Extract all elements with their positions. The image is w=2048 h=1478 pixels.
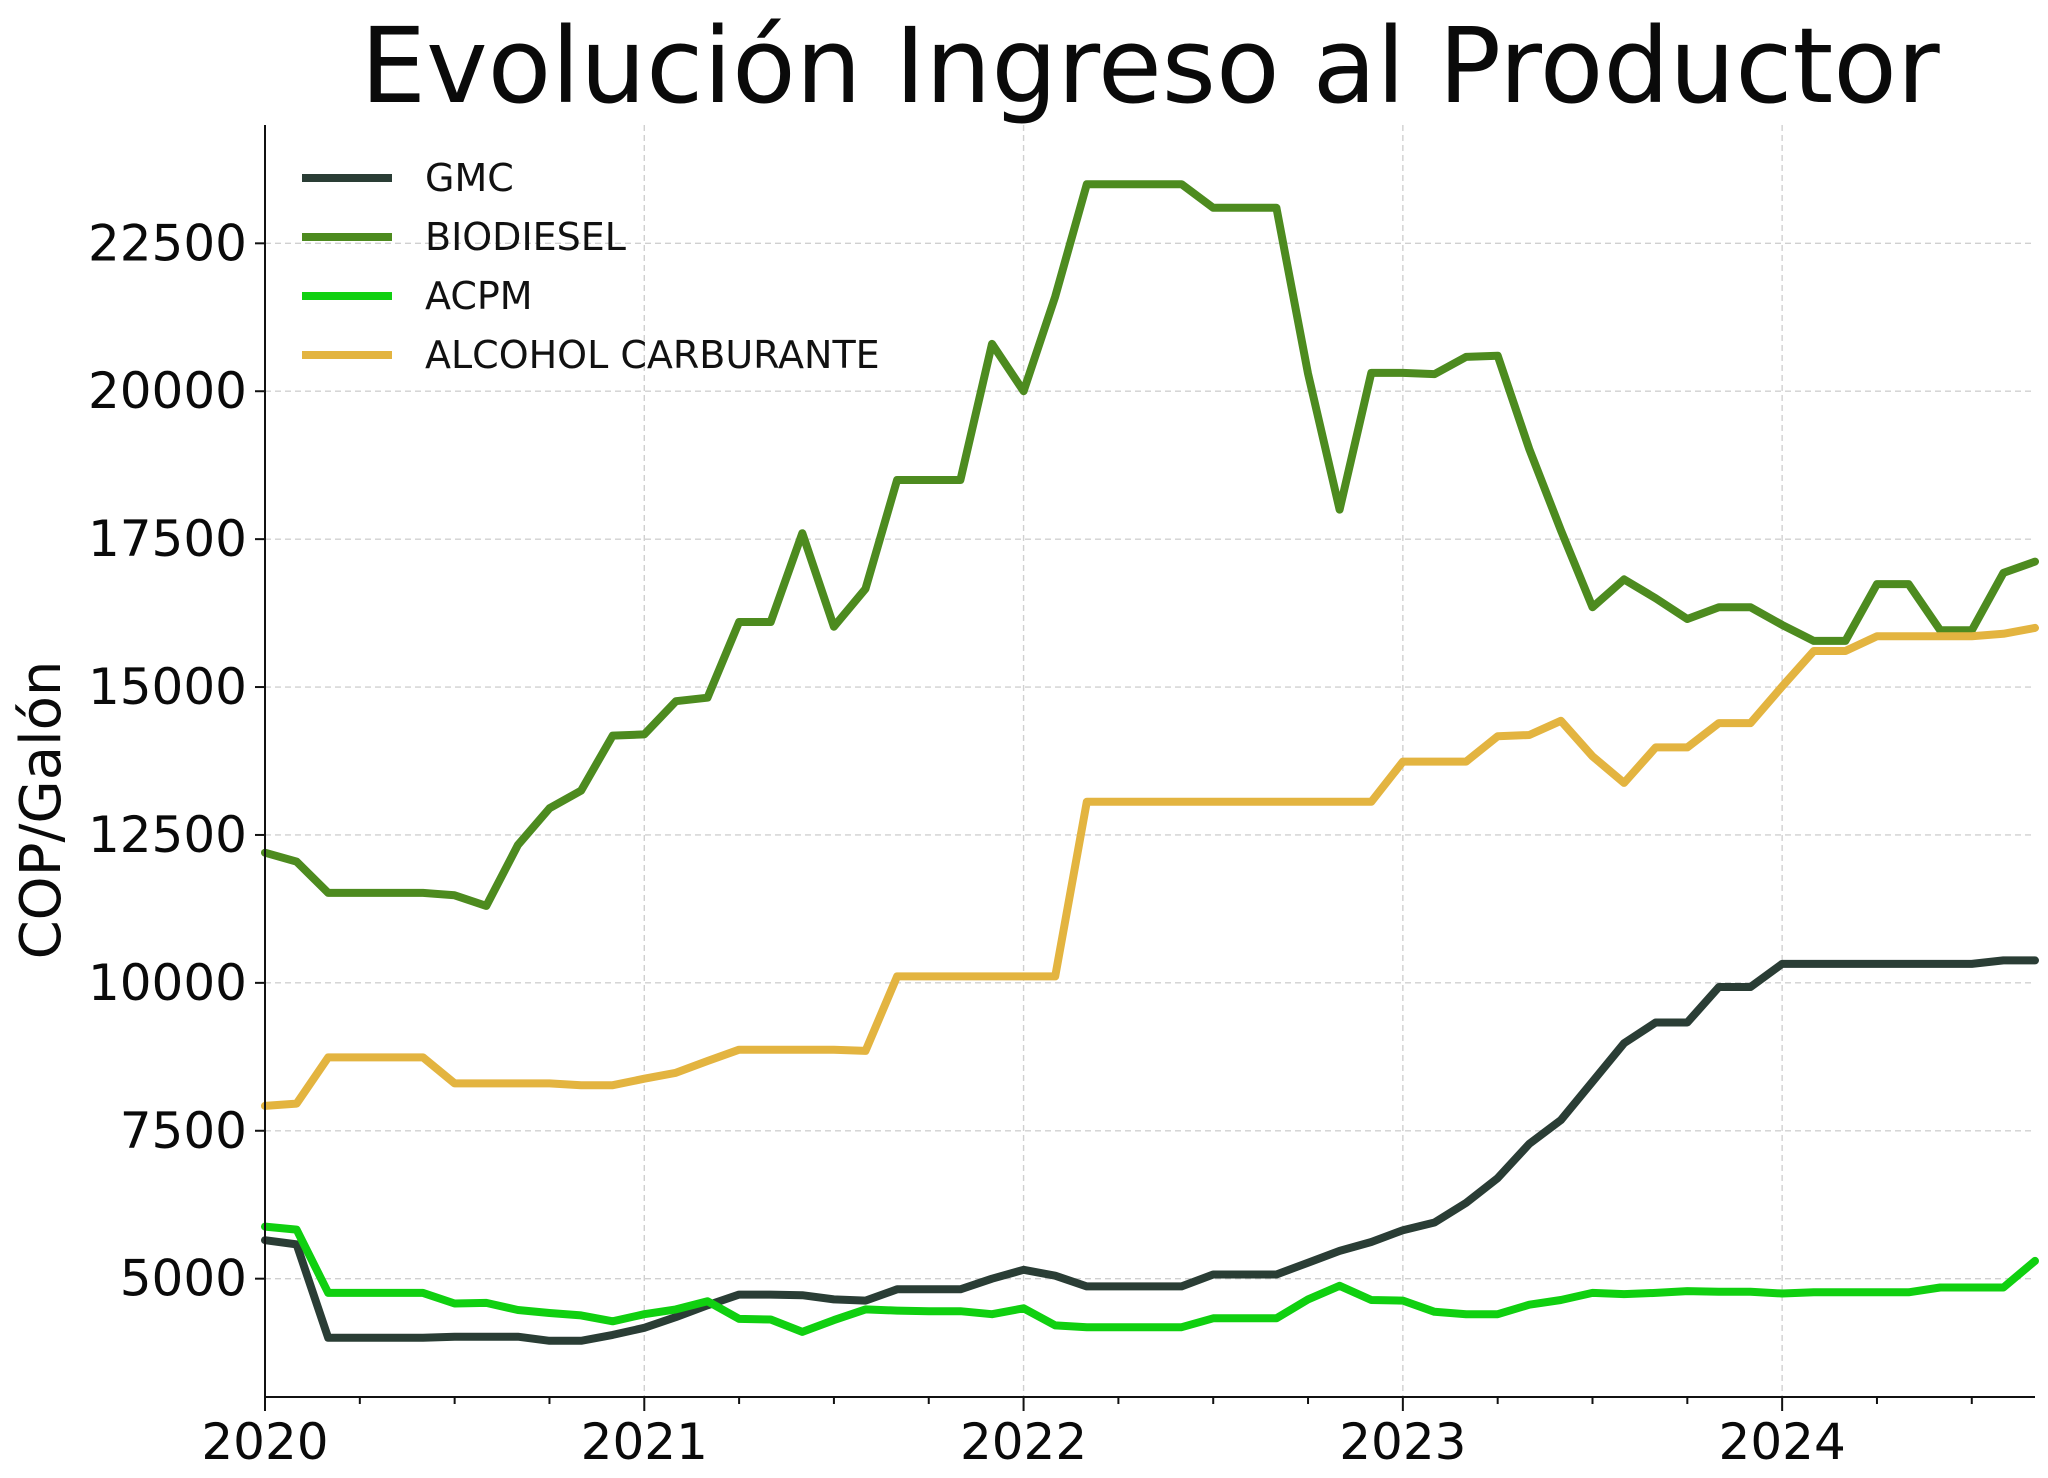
legend-label-acpm: ACPM <box>425 274 533 318</box>
series-line-gmc <box>261 956 2039 1345</box>
legend-label-alcohol-carburante: ALCOHOL CARBURANTE <box>425 333 880 377</box>
legend-label-gmc: GMC <box>425 156 514 200</box>
x-tick-label-2022: 2022 <box>960 1413 1087 1471</box>
series-line-acpm <box>261 1222 2039 1336</box>
y-tick-label-12500: 12500 <box>88 806 247 864</box>
y-tick-label-20000: 20000 <box>88 362 247 420</box>
series-line-biodiesel <box>261 180 2039 910</box>
x-tick-label-2020: 2020 <box>201 1413 328 1471</box>
y-axis-label: COP/Galón <box>9 661 74 960</box>
tick-labels: 5000 7500 10000 12500 15000 17500 20000 22500 20… <box>88 214 1846 1471</box>
y-tick-label-15000: 15000 <box>88 658 247 716</box>
x-tick-label-2021: 2021 <box>581 1413 708 1471</box>
y-tick-label-10000: 10000 <box>88 954 247 1012</box>
y-tick-label-7500: 7500 <box>120 1102 247 1160</box>
y-tick-label-22500: 22500 <box>88 214 247 272</box>
axes <box>255 125 2035 1411</box>
y-tick-label-17500: 17500 <box>88 510 247 568</box>
legend-label-biodiesel: BIODIESEL <box>425 215 626 259</box>
series-lines <box>261 180 2039 1345</box>
x-tick-label-2023: 2023 <box>1339 1413 1466 1471</box>
x-tick-label-2024: 2024 <box>1719 1413 1846 1471</box>
legend: GMC BIODIESEL ACPM ALCOHOL CARBURANTE <box>302 156 880 377</box>
chart-title: Evolución Ingreso al Productor <box>360 5 1939 127</box>
series-line-alcohol-carburante <box>261 623 2039 1110</box>
y-tick-label-5000: 5000 <box>120 1250 247 1308</box>
